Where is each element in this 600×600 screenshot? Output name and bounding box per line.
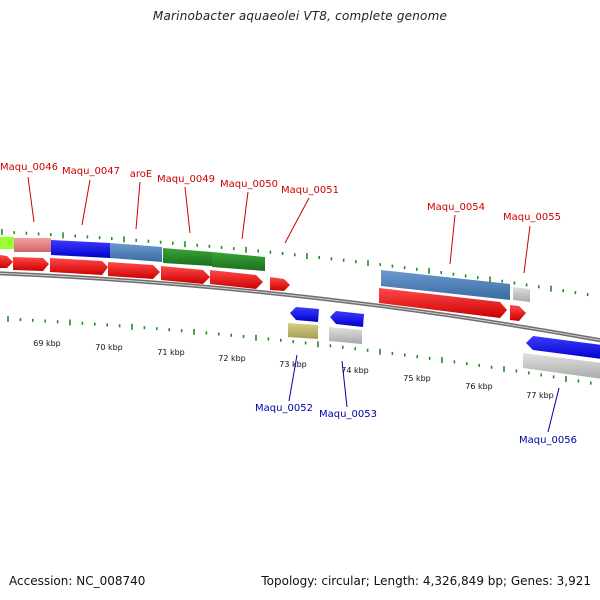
gene-label-leader: [523, 225, 531, 274]
tick-label: 77 kbp: [526, 391, 554, 400]
forward-cds-track: [0, 255, 526, 321]
gene-label[interactable]: Maqu_0055: [503, 212, 561, 223]
tick-label: 75 kbp: [403, 374, 431, 383]
gene-label-leader: [184, 186, 191, 234]
tick-label: 74 kbp: [341, 366, 369, 375]
tick-label: 73 kbp: [279, 360, 307, 369]
reverse-cds-track: [290, 307, 600, 359]
gene-label-leader: [547, 387, 560, 433]
tick-label: 72 kbp: [218, 354, 246, 363]
gene-label[interactable]: Maqu_0054: [427, 202, 485, 213]
forward-cog-track: [0, 237, 530, 302]
gene-label-leader: [241, 191, 249, 240]
gene-label[interactable]: Maqu_0053: [319, 409, 377, 420]
gene-label-leader: [341, 360, 348, 408]
gene-label[interactable]: Maqu_0049: [157, 174, 215, 185]
gene-label[interactable]: Maqu_0047: [62, 166, 120, 177]
reverse-tick-track: [7, 316, 592, 385]
gene-label-leader: [27, 176, 35, 223]
reverse-cog-track: [288, 323, 600, 379]
genome-info-text: Topology: circular; Length: 4,326,849 bp…: [261, 574, 591, 588]
tick-label: 69 kbp: [33, 339, 61, 348]
gene-label[interactable]: Maqu_0046: [0, 162, 58, 173]
backbone-inner: [0, 272, 600, 341]
gene-label[interactable]: Maqu_0052: [255, 403, 313, 414]
forward-tick-track: [1, 229, 589, 297]
map-title: Marinobacter aquaeolei VT8, complete gen…: [152, 9, 448, 23]
gene-label-leader: [81, 179, 91, 226]
gene-labels: Maqu_0046 Maqu_0047 aroE Maqu_0049 Maqu_0050…: [0, 162, 577, 446]
kbp-tick-labels: 69 kbp 70 kbp 71 kbp 72 kbp 73 kbp 74 kbp 75 k…: [33, 339, 554, 400]
tick-label: 70 kbp: [95, 343, 123, 352]
gene-label-leader: [288, 354, 298, 402]
gene-label[interactable]: aroE: [130, 169, 152, 180]
gene-label[interactable]: Maqu_0051: [281, 185, 339, 196]
gene-label-leader: [449, 214, 456, 265]
tick-label: 76 kbp: [465, 382, 493, 391]
tick-label: 71 kbp: [157, 348, 185, 357]
gene-label-leader: [284, 197, 310, 244]
gene-label[interactable]: Maqu_0056: [519, 435, 577, 446]
gene-label[interactable]: Maqu_0050: [220, 179, 278, 190]
accession-text: Accession: NC_008740: [9, 574, 146, 588]
gene-label-leader: [135, 181, 141, 230]
